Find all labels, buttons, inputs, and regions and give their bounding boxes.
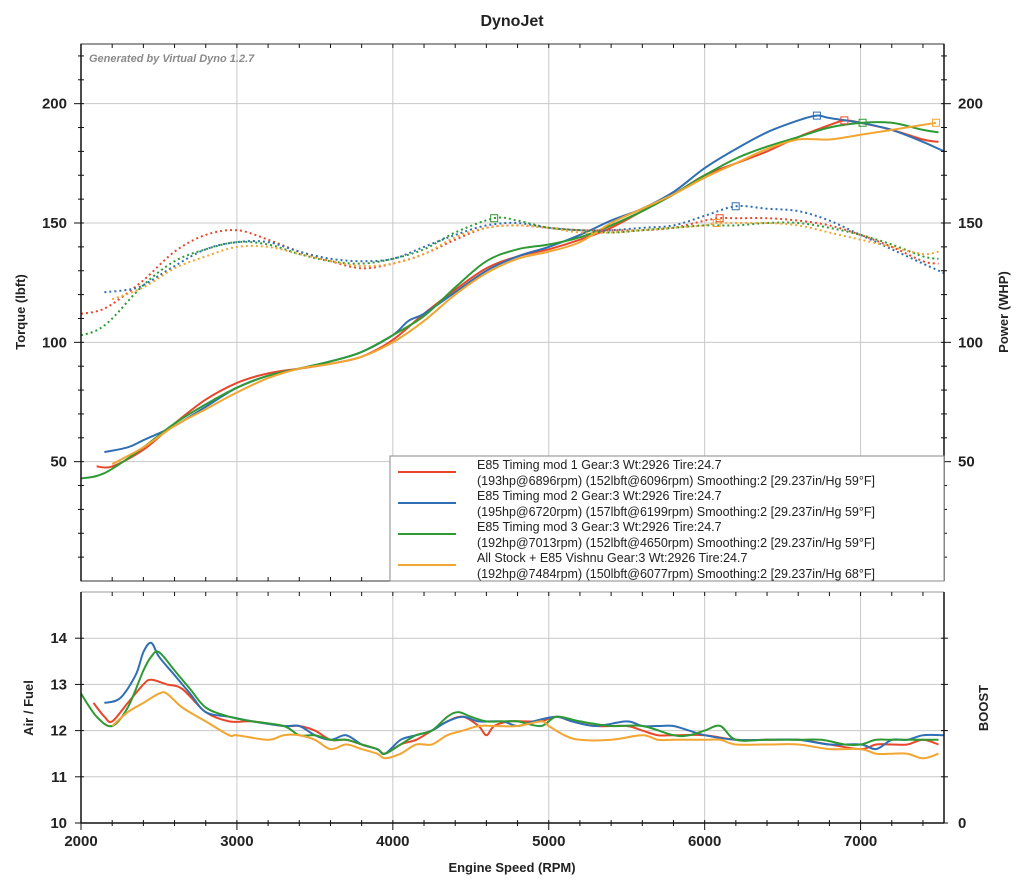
boost-tick-label: 0 [958, 815, 966, 832]
peak-marker [840, 116, 849, 125]
power-line [96, 119, 939, 469]
y2-tick-label: 150 [958, 215, 983, 232]
y2-tick-label: 50 [958, 454, 975, 471]
y-tick-label: 150 [42, 215, 67, 232]
legend-label: E85 Timing mod 1 Gear:3 Wt:2926 Tire:24.… [477, 458, 722, 472]
x-axis-label: Engine Speed (RPM) [448, 860, 575, 875]
peak-marker [715, 214, 724, 223]
afr-tick-label: 11 [51, 769, 67, 786]
y-tick-label: 100 [42, 334, 67, 351]
afr-line [111, 691, 939, 760]
legend-label: E85 Timing mod 2 Gear:3 Wt:2926 Tire:24.… [477, 489, 722, 503]
peak-marker [731, 202, 740, 211]
legend: E85 Timing mod 1 Gear:3 Wt:2926 Tire:24.… [389, 455, 945, 582]
legend-label-detail: (195hp@6720rpm) (157lbft@6199rpm) Smooth… [477, 505, 875, 519]
y2-tick-label: 100 [958, 334, 983, 351]
y2-axis-label-boost: BOOST [976, 685, 991, 731]
legend-box [389, 455, 945, 582]
y2-tick-label: 200 [958, 96, 983, 113]
y-axis-label-afr: Air / Fuel [21, 680, 36, 736]
y2-axis-label-power: Power (WHP) [996, 271, 1011, 353]
peak-marker [712, 219, 721, 227]
x-tick-label: 7000 [844, 833, 877, 850]
y-axis-label-torque: Torque (lbft) [13, 274, 28, 350]
bottom-plot-background [81, 592, 944, 823]
bottom-plot-axes: 10 11 12 13 14 0 2000 3000 4000 5000 6000 7000 [50, 591, 966, 850]
bottom-plot-series [80, 641, 945, 760]
power-line [111, 121, 937, 465]
afr-tick-label: 13 [50, 676, 67, 693]
x-tick-label: 6000 [688, 833, 721, 850]
x-tick-label: 4000 [376, 833, 409, 850]
peak-marker [932, 118, 941, 127]
peak-marker [858, 118, 867, 127]
top-plot-series [80, 111, 945, 480]
y-tick-label: 50 [50, 454, 67, 471]
afr-line [80, 650, 939, 755]
legend-label-detail: (192hp@7013rpm) (152lbft@4650rpm) Smooth… [477, 536, 875, 550]
y-tick-label: 200 [42, 96, 67, 113]
legend-label: All Stock + E85 Vishnu Gear:3 Wt:2926 Ti… [477, 551, 747, 565]
power-line [80, 121, 939, 480]
chart-title: DynoJet [480, 13, 544, 30]
bottom-plot-grid [81, 592, 944, 823]
peak-marker [812, 111, 821, 120]
watermark-text: Generated by Virtual Dyno 1.2.7 [89, 53, 255, 65]
legend-label-detail: (192hp@7484rpm) (150lbft@6077rpm) Smooth… [477, 567, 875, 581]
x-tick-label: 2000 [64, 833, 97, 850]
legend-label-detail: (193hp@6896rpm) (152lbft@6096rpm) Smooth… [477, 474, 875, 488]
legend-label: E85 Timing mod 3 Gear:3 Wt:2926 Tire:24.… [477, 520, 722, 534]
afr-tick-label: 10 [50, 815, 67, 832]
x-tick-label: 5000 [532, 833, 565, 850]
torque-line [80, 216, 939, 337]
afr-tick-label: 12 [50, 723, 67, 740]
x-tick-label: 3000 [220, 833, 253, 850]
peak-marker [490, 214, 499, 223]
afr-tick-label: 14 [50, 630, 67, 647]
